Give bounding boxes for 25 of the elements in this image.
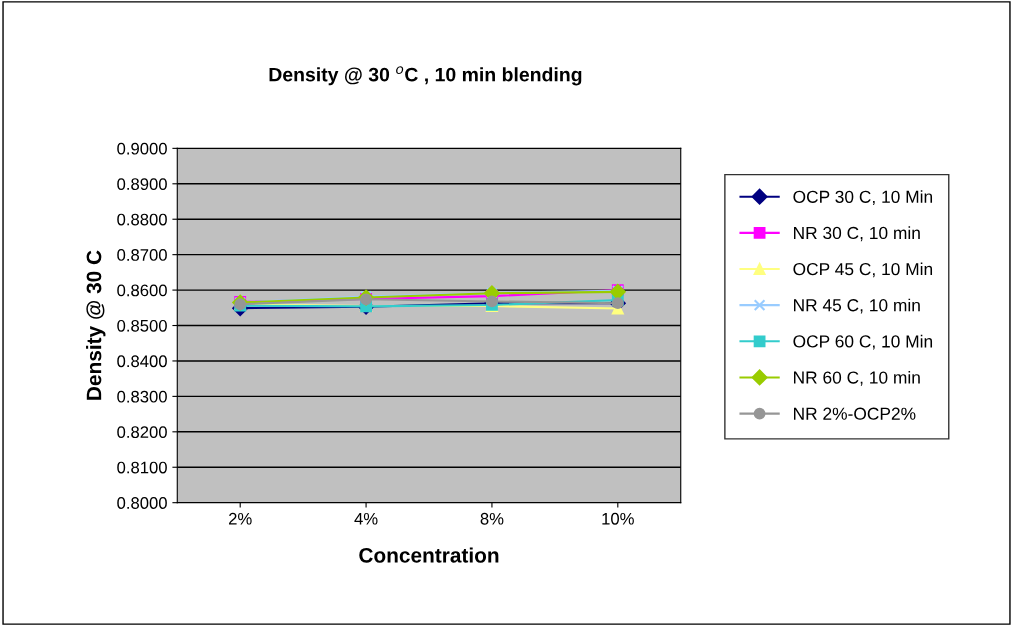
legend-label: NR 60 C, 10 min bbox=[794, 370, 920, 386]
y-tick-label: 0.8500 bbox=[117, 319, 167, 332]
legend-label: NR 2%-OCP2% bbox=[794, 407, 916, 420]
y-tick-label: 0.8400 bbox=[117, 355, 167, 368]
y-tick-label: 0.8600 bbox=[117, 284, 167, 297]
x-tick-label: 4% bbox=[354, 512, 378, 525]
legend-label: OCP 45 C, 10 Min bbox=[793, 262, 933, 278]
x-tick-label: 10% bbox=[602, 512, 634, 525]
y-tick-label: 0.8200 bbox=[117, 426, 167, 439]
chart-title: Density @ 30 $^{o}$C , 10 min blending bbox=[269, 66, 582, 86]
legend-label: NR 45 C, 10 min bbox=[794, 298, 920, 314]
x-axis-title: Concentration bbox=[359, 547, 499, 563]
y-tick-label: 0.9000 bbox=[117, 142, 167, 155]
y-tick-label: 0.8700 bbox=[117, 249, 167, 261]
y-tick-label: 0.8100 bbox=[117, 461, 167, 474]
y-tick-label: 0.8300 bbox=[117, 390, 167, 403]
x-tick-label: 8% bbox=[480, 512, 504, 525]
y-tick-label: 0.8900 bbox=[117, 178, 167, 190]
legend-label: OCP 30 C, 10 Min bbox=[793, 190, 933, 205]
y-tick-label: 0.8000 bbox=[117, 497, 167, 509]
legend-label: OCP 60 C, 10 Min bbox=[793, 334, 933, 350]
y-axis-title: Density @ 30 C bbox=[86, 250, 106, 400]
legend-label: NR 30 C, 10 min bbox=[794, 226, 920, 242]
y-tick-label: 0.8800 bbox=[117, 213, 167, 226]
x-tick-label: 2% bbox=[229, 512, 252, 525]
